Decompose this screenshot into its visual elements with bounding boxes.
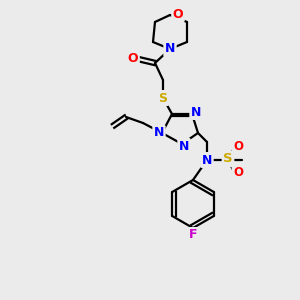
Text: O: O bbox=[233, 167, 243, 179]
Text: O: O bbox=[233, 140, 243, 154]
Text: S: S bbox=[223, 152, 233, 166]
Text: N: N bbox=[165, 43, 175, 56]
Text: S: S bbox=[158, 92, 167, 104]
Text: N: N bbox=[202, 154, 212, 166]
Text: F: F bbox=[189, 229, 197, 242]
Text: O: O bbox=[128, 52, 138, 65]
Text: N: N bbox=[191, 106, 201, 118]
Text: N: N bbox=[154, 127, 164, 140]
Text: O: O bbox=[173, 8, 183, 20]
Text: N: N bbox=[179, 140, 189, 152]
